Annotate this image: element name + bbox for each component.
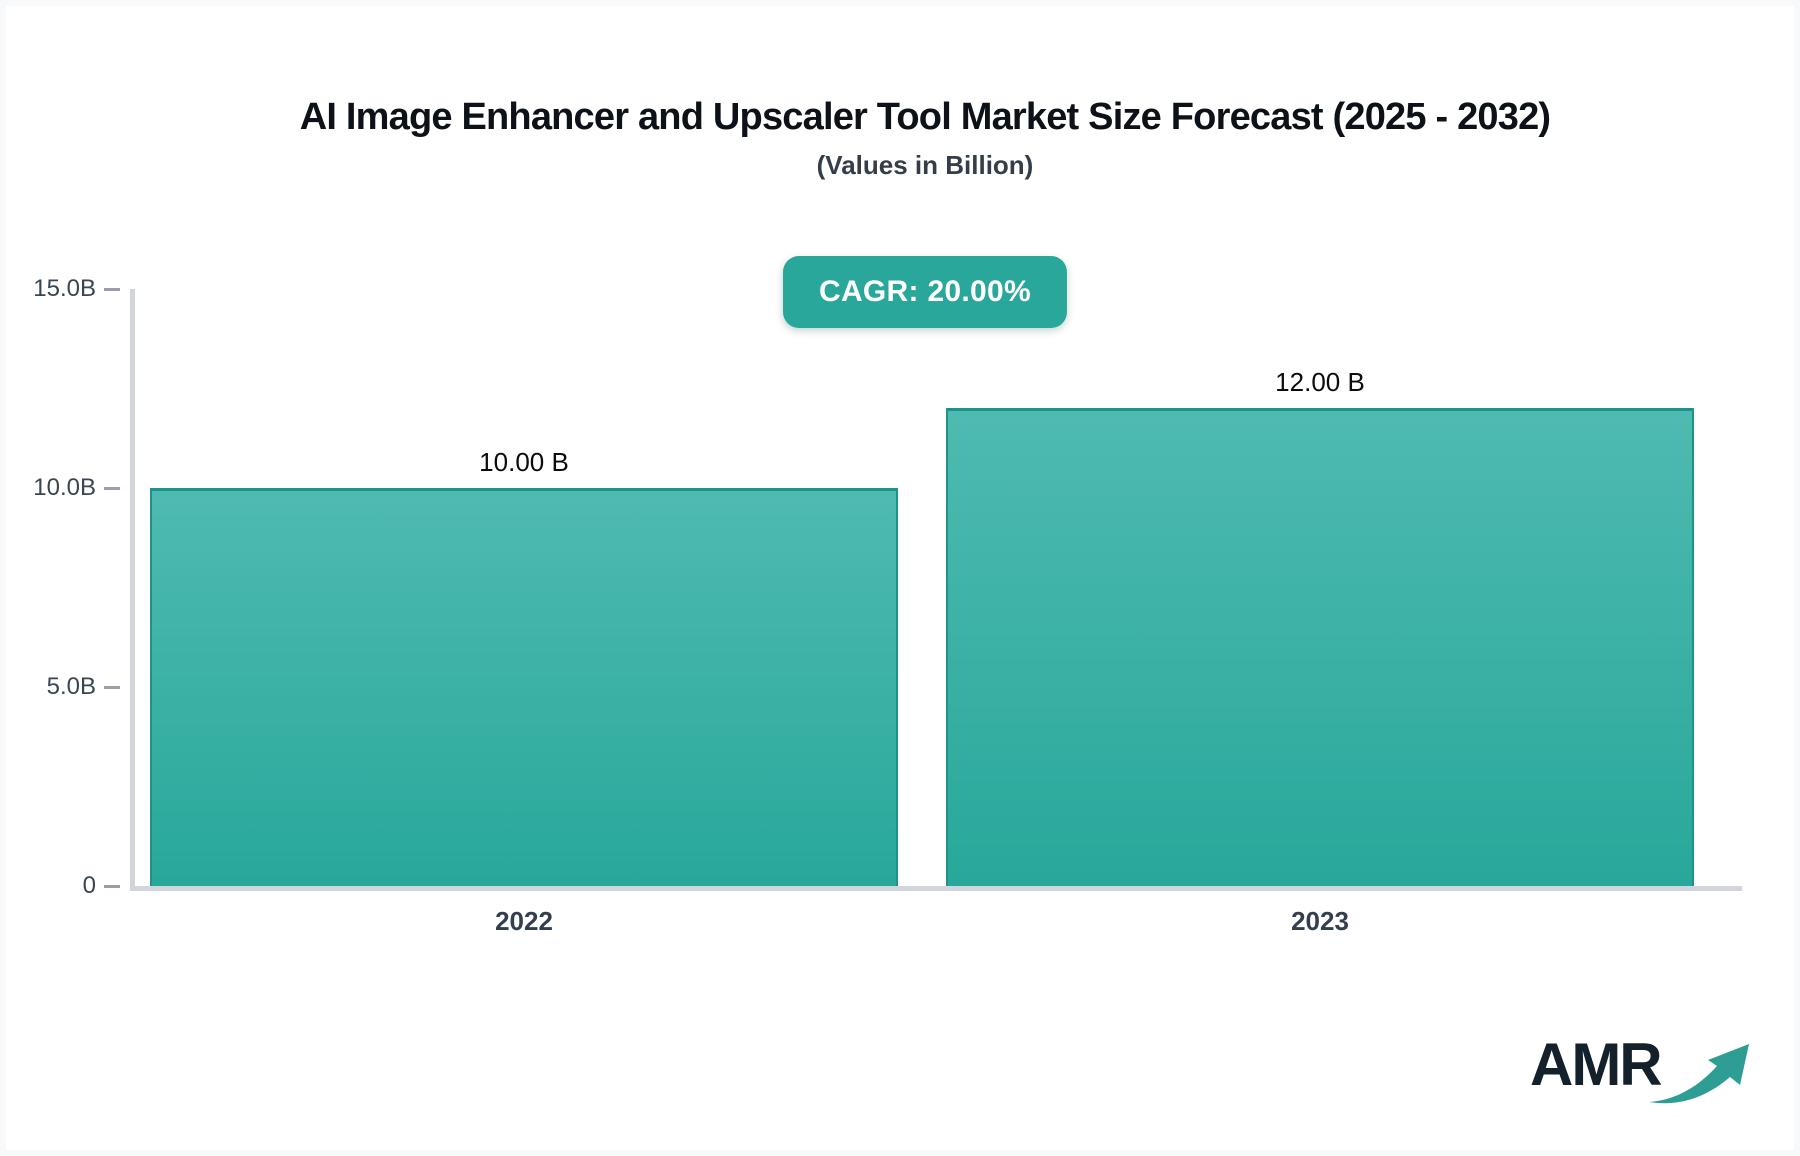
bar-2022[interactable] bbox=[150, 488, 898, 886]
y-tick-label: 10.0B bbox=[33, 474, 96, 501]
y-tick-mark bbox=[104, 486, 120, 490]
y-tick-mark bbox=[104, 287, 120, 291]
amr-logo: AMR bbox=[1530, 1032, 1757, 1112]
cagr-badge-label: CAGR: 20.00% bbox=[818, 275, 1032, 308]
x-axis-label: 2022 bbox=[495, 906, 553, 936]
cagr-badge: CAGR: 20.00% bbox=[782, 256, 1068, 328]
y-tick-mark bbox=[104, 884, 120, 888]
bar-2023[interactable] bbox=[946, 408, 1694, 886]
y-axis-line bbox=[130, 289, 135, 886]
chart-title: AI Image Enhancer and Upscaler Tool Mark… bbox=[299, 96, 1551, 138]
y-tick-label: 5.0B bbox=[46, 673, 96, 700]
x-axis-label: 2023 bbox=[1291, 906, 1349, 936]
bar-value-label: 12.00 B bbox=[1275, 367, 1365, 398]
y-tick-label: 15.0B bbox=[33, 275, 96, 302]
amr-logo-text: AMR bbox=[1530, 1031, 1663, 1098]
y-tick-mark bbox=[104, 685, 120, 689]
bar-value-label: 10.00 B bbox=[479, 447, 569, 477]
y-tick-label: 0 bbox=[82, 872, 96, 899]
x-axis-line bbox=[130, 886, 1742, 891]
logo-growth-arrow-icon bbox=[1648, 1044, 1749, 1104]
chart-subtitle: (Values in Billion) bbox=[816, 150, 1034, 180]
